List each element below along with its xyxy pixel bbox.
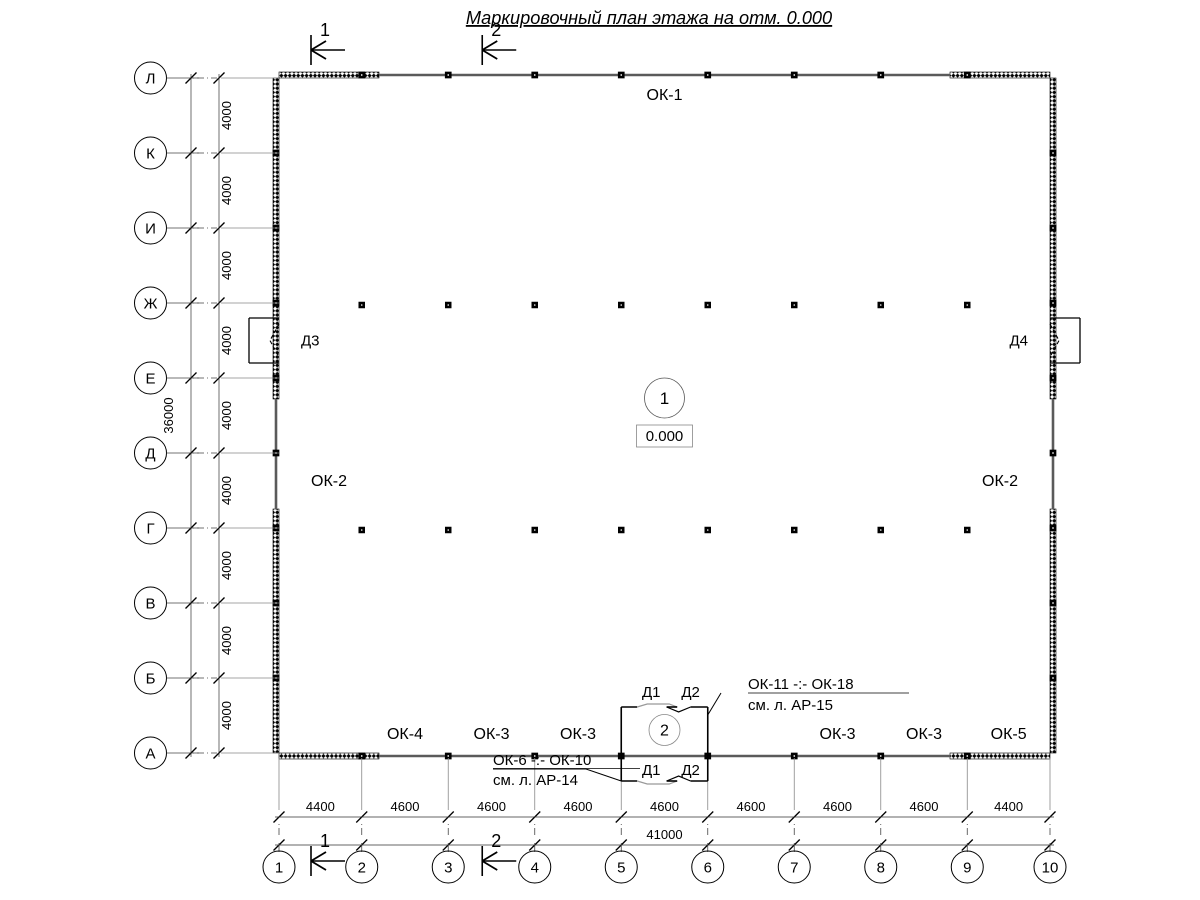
svg-text:ОК-5: ОК-5 xyxy=(991,726,1027,743)
svg-text:4600: 4600 xyxy=(650,799,679,814)
svg-text:Д3: Д3 xyxy=(301,333,320,350)
svg-text:4000: 4000 xyxy=(219,551,234,580)
svg-text:4000: 4000 xyxy=(219,176,234,205)
svg-text:4400: 4400 xyxy=(994,799,1023,814)
svg-text:4000: 4000 xyxy=(219,251,234,280)
svg-text:Д1: Д1 xyxy=(642,684,661,701)
svg-text:9: 9 xyxy=(963,860,971,877)
svg-text:8: 8 xyxy=(877,860,885,877)
svg-text:4600: 4600 xyxy=(477,799,506,814)
svg-text:В: В xyxy=(145,596,155,613)
svg-text:ОК-2: ОК-2 xyxy=(311,473,347,490)
svg-text:Д2: Д2 xyxy=(681,762,700,779)
svg-text:6: 6 xyxy=(704,860,712,877)
svg-text:Ж: Ж xyxy=(144,296,158,313)
svg-text:ОК-3: ОК-3 xyxy=(820,726,856,743)
svg-text:Д: Д xyxy=(145,446,155,463)
svg-text:4400: 4400 xyxy=(306,799,335,814)
svg-text:И: И xyxy=(145,221,156,238)
svg-text:2: 2 xyxy=(358,860,366,877)
svg-text:Е: Е xyxy=(145,371,155,388)
svg-text:2: 2 xyxy=(660,723,669,740)
svg-text:2: 2 xyxy=(491,831,501,851)
svg-text:Д1: Д1 xyxy=(642,762,661,779)
svg-text:А: А xyxy=(145,746,155,763)
svg-text:4000: 4000 xyxy=(219,101,234,130)
svg-text:Б: Б xyxy=(146,671,156,688)
svg-text:1: 1 xyxy=(320,20,330,40)
svg-text:4600: 4600 xyxy=(737,799,766,814)
svg-text:4600: 4600 xyxy=(391,799,420,814)
svg-text:ОК-3: ОК-3 xyxy=(474,726,510,743)
svg-text:ОК-3: ОК-3 xyxy=(906,726,942,743)
svg-text:4600: 4600 xyxy=(823,799,852,814)
svg-text:ОК-1: ОК-1 xyxy=(647,87,683,104)
svg-text:4000: 4000 xyxy=(219,401,234,430)
svg-text:4000: 4000 xyxy=(219,326,234,355)
svg-text:Д2: Д2 xyxy=(681,684,700,701)
svg-text:0.000: 0.000 xyxy=(646,428,684,445)
svg-text:Г: Г xyxy=(146,521,154,538)
svg-text:41000: 41000 xyxy=(646,827,682,842)
svg-text:4000: 4000 xyxy=(219,476,234,505)
svg-text:4600: 4600 xyxy=(910,799,939,814)
svg-text:ОК-11 -:- ОК-18: ОК-11 -:- ОК-18 xyxy=(748,676,854,693)
svg-text:36000: 36000 xyxy=(161,397,176,433)
svg-text:ОК-6 -:- ОК-10: ОК-6 -:- ОК-10 xyxy=(493,752,591,769)
svg-text:4600: 4600 xyxy=(564,799,593,814)
svg-text:Маркировочный план этажа на от: Маркировочный план этажа на отм. 0.000 xyxy=(466,8,832,28)
svg-text:К: К xyxy=(146,146,155,163)
svg-text:10: 10 xyxy=(1042,860,1059,877)
svg-text:4000: 4000 xyxy=(219,701,234,730)
svg-text:ОК-2: ОК-2 xyxy=(982,473,1018,490)
svg-text:1: 1 xyxy=(275,860,283,877)
svg-text:3: 3 xyxy=(444,860,452,877)
svg-text:4000: 4000 xyxy=(219,626,234,655)
svg-text:см. л. АР-15: см. л. АР-15 xyxy=(748,697,833,714)
svg-text:ОК-3: ОК-3 xyxy=(560,726,596,743)
svg-text:1: 1 xyxy=(320,831,330,851)
svg-text:ОК-4: ОК-4 xyxy=(387,726,423,743)
svg-text:4: 4 xyxy=(531,860,539,877)
svg-text:Д4: Д4 xyxy=(1009,333,1028,350)
svg-text:Л: Л xyxy=(146,71,156,88)
svg-text:см. л. АР-14: см. л. АР-14 xyxy=(493,772,578,789)
svg-text:7: 7 xyxy=(790,860,798,877)
svg-text:5: 5 xyxy=(617,860,625,877)
svg-text:1: 1 xyxy=(660,389,669,408)
